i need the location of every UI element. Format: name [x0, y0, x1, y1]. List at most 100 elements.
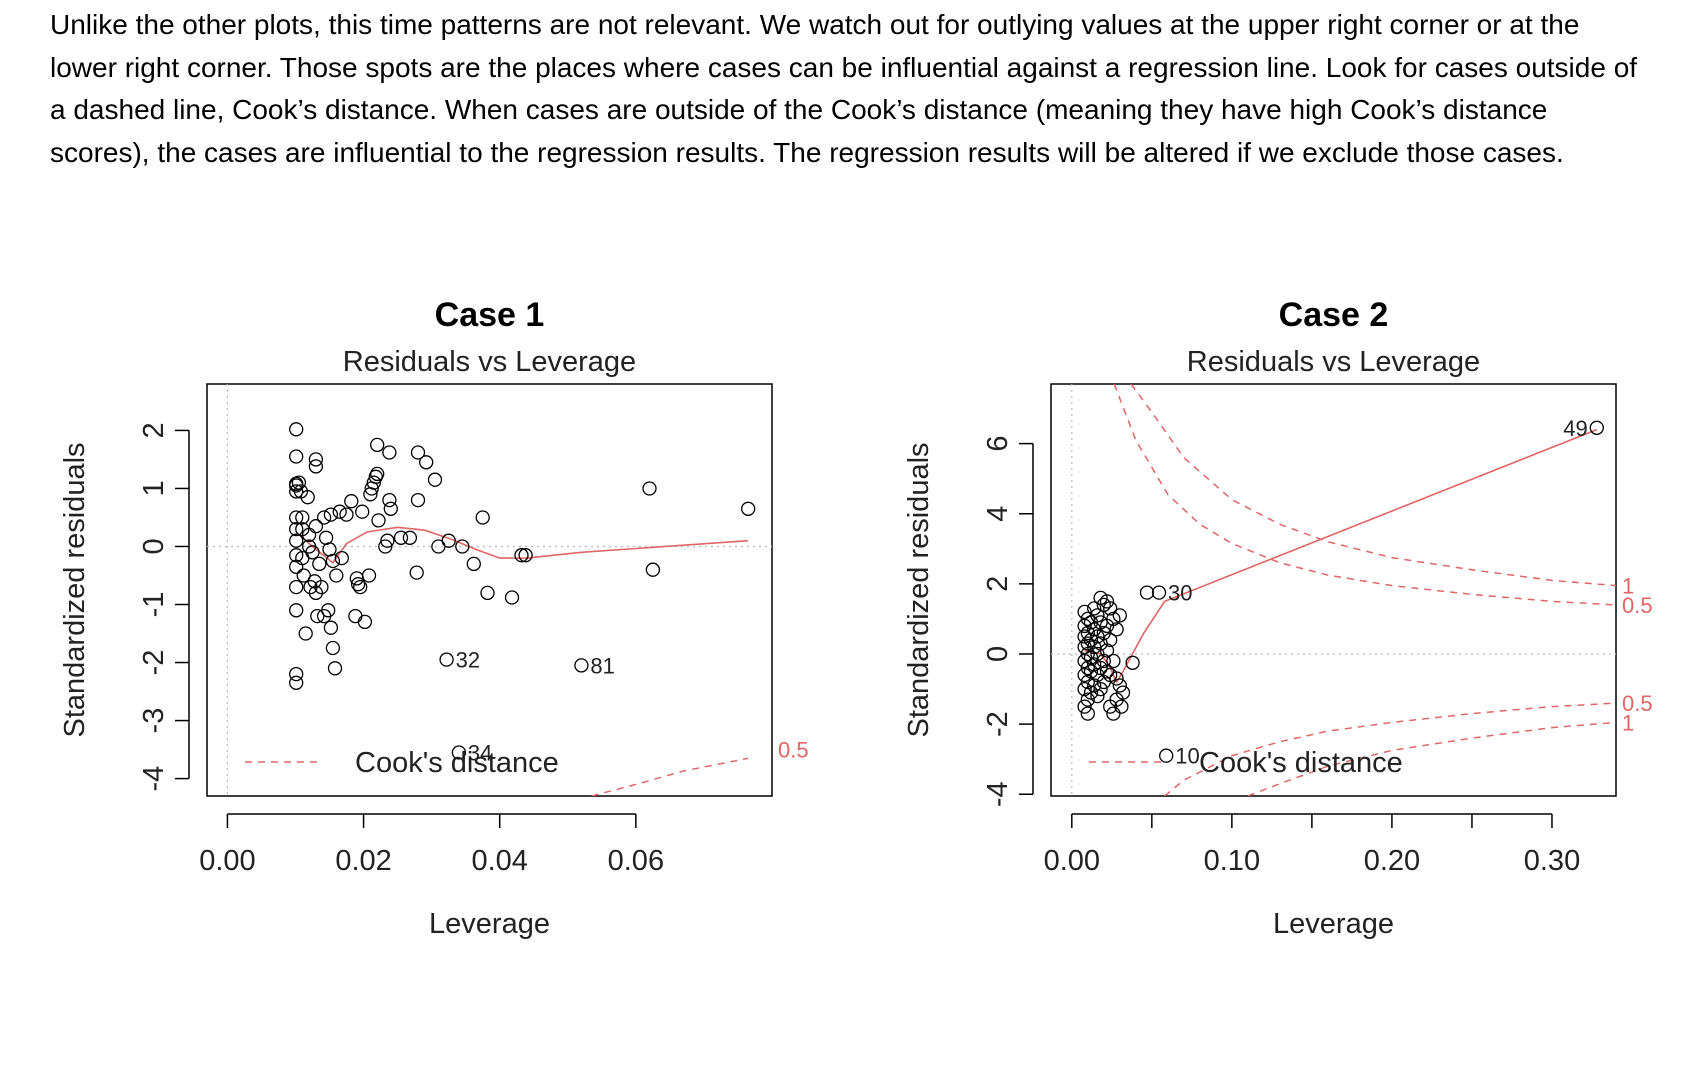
data-point: [308, 519, 324, 534]
data-point: [289, 422, 304, 437]
point-label: 30: [1168, 581, 1192, 606]
data-point: [1109, 622, 1124, 637]
data-point: [382, 445, 397, 460]
point-label: 49: [1563, 416, 1587, 441]
data-point: [325, 640, 341, 656]
point-label: 32: [456, 648, 480, 673]
data-point: [419, 455, 434, 470]
cooks-level-label: 0.5: [1622, 691, 1653, 716]
cooks-distance-curve: [1113, 384, 1616, 606]
data-point: [332, 504, 347, 519]
data-point: [289, 579, 304, 595]
data-point: [410, 492, 426, 508]
data-point: [1087, 601, 1102, 616]
data-point: [314, 579, 329, 595]
y-tick-label: 0: [982, 646, 1014, 662]
data-point: [1109, 671, 1124, 686]
chart-case-2-svg: Case 2 Residuals vs Leverage Leverage Stand…: [903, 296, 1653, 940]
data-point: [289, 666, 304, 682]
data-point: [310, 608, 325, 624]
data-point: [355, 504, 370, 519]
data-point: [1139, 585, 1155, 600]
y-tick-label: 1: [138, 480, 170, 496]
data-point: [370, 466, 385, 482]
data-point: [300, 490, 315, 505]
x-tick-label: 0.02: [335, 845, 391, 877]
y-tick-label: -2: [138, 650, 170, 676]
data-point: [316, 510, 332, 525]
y-tick-label: 4: [982, 506, 1014, 522]
data-point: [1106, 706, 1121, 721]
plot-region: [289, 422, 756, 796]
data-point: [296, 568, 311, 583]
data-point: [1125, 655, 1140, 670]
data-point: [289, 521, 304, 537]
data-point: [1589, 420, 1604, 435]
data-point: [361, 568, 377, 583]
x-tick-label: 0.30: [1524, 845, 1580, 877]
y-tick-label: -1: [138, 592, 170, 618]
data-point: [514, 548, 529, 563]
data-point: [291, 475, 307, 490]
plot-frame: [1050, 383, 1617, 797]
x-axis-label: Leverage: [429, 908, 550, 940]
data-point: [504, 590, 520, 605]
cooks-distance-curve: [591, 757, 749, 796]
data-point: [383, 501, 398, 516]
data-point: [321, 603, 336, 618]
cooks-distance-curve: [1247, 721, 1616, 796]
data-point: [1106, 653, 1121, 669]
y-tick-label: -4: [138, 766, 170, 792]
chart-case-1: Case 1 Residuals vs Leverage Leverage Stand…: [0, 296, 844, 1060]
data-point: [308, 459, 324, 474]
data-point: [289, 603, 304, 618]
data-point: [1080, 692, 1095, 707]
chart-subtitle: Residuals vs Leverage: [343, 346, 636, 378]
data-point: [410, 445, 426, 460]
data-point: [439, 652, 454, 667]
data-point: [370, 437, 385, 453]
chart-case-1-svg: Case 1 Residuals vs Leverage Leverage Stand…: [59, 296, 809, 940]
plot-frame: [206, 383, 773, 797]
data-point: [289, 533, 304, 548]
data-point: [1151, 585, 1167, 600]
intro-paragraph: Unlike the other plots, this time patter…: [50, 9, 1638, 168]
data-point: [327, 661, 343, 676]
chart-title: Case 2: [1279, 300, 1389, 334]
chart-case-2: Case 2 Residuals vs Leverage Leverage Stand…: [844, 296, 1688, 1060]
y-tick-label: -3: [138, 708, 170, 734]
x-tick-label: 0.04: [471, 845, 527, 877]
data-point: [289, 675, 304, 690]
data-point: [1159, 748, 1174, 763]
data-point: [380, 533, 395, 548]
data-point: [427, 472, 443, 487]
cooks-level-label: 1: [1622, 710, 1634, 735]
x-axis-label: Leverage: [1273, 908, 1394, 940]
data-point: [378, 539, 393, 554]
data-point: [1090, 688, 1105, 704]
data-point: [1077, 604, 1092, 620]
cooks-level-label: 1: [1622, 574, 1634, 599]
data-point: [1115, 685, 1131, 700]
data-point: [329, 568, 344, 583]
x-tick-label: 0.00: [199, 845, 255, 877]
data-point: [441, 533, 456, 548]
data-point: [645, 562, 661, 577]
data-point: [1114, 699, 1129, 714]
data-point: [323, 507, 339, 522]
data-point: [289, 449, 304, 464]
data-point: [344, 494, 359, 509]
smooth-line: [1084, 428, 1598, 684]
data-point: [1099, 664, 1115, 679]
data-point: [451, 745, 467, 760]
data-point: [475, 510, 490, 525]
data-point: [574, 658, 589, 673]
point-label: 34: [468, 740, 492, 765]
plot-region: [1077, 384, 1616, 796]
data-point: [298, 626, 313, 641]
data-point: [295, 510, 310, 525]
data-point: [312, 556, 327, 572]
x-tick-label: 0.10: [1204, 845, 1260, 877]
data-point: [382, 492, 397, 508]
data-point: [409, 565, 424, 580]
